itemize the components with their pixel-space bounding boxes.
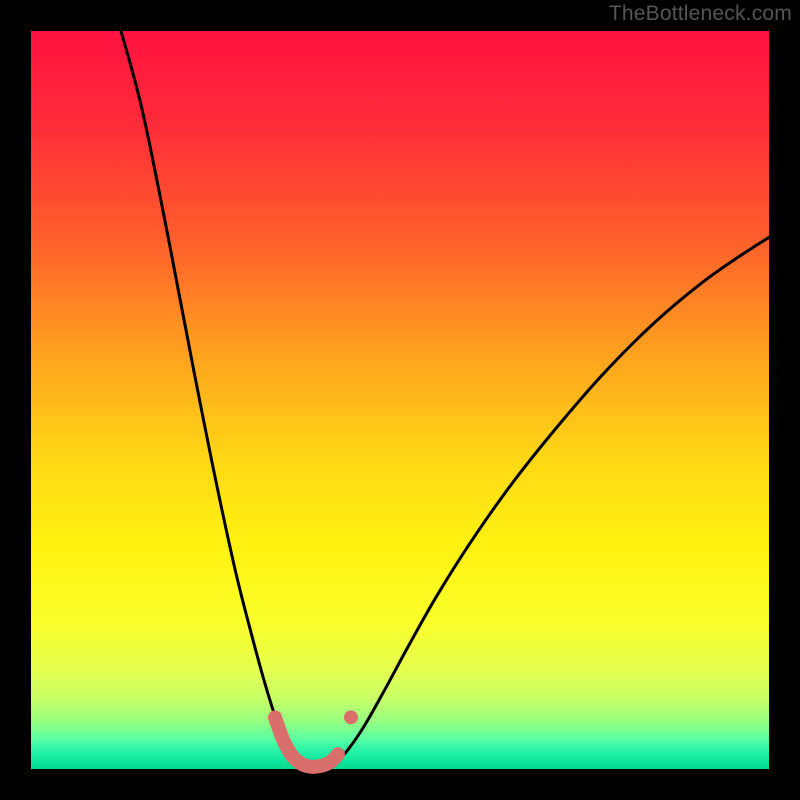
watermark-text: TheBottleneck.com bbox=[609, 2, 792, 26]
plot-background bbox=[31, 31, 769, 769]
chart-stage: TheBottleneck.com bbox=[0, 0, 800, 800]
marker-point bbox=[344, 710, 358, 724]
bottleneck-chart bbox=[0, 0, 800, 800]
